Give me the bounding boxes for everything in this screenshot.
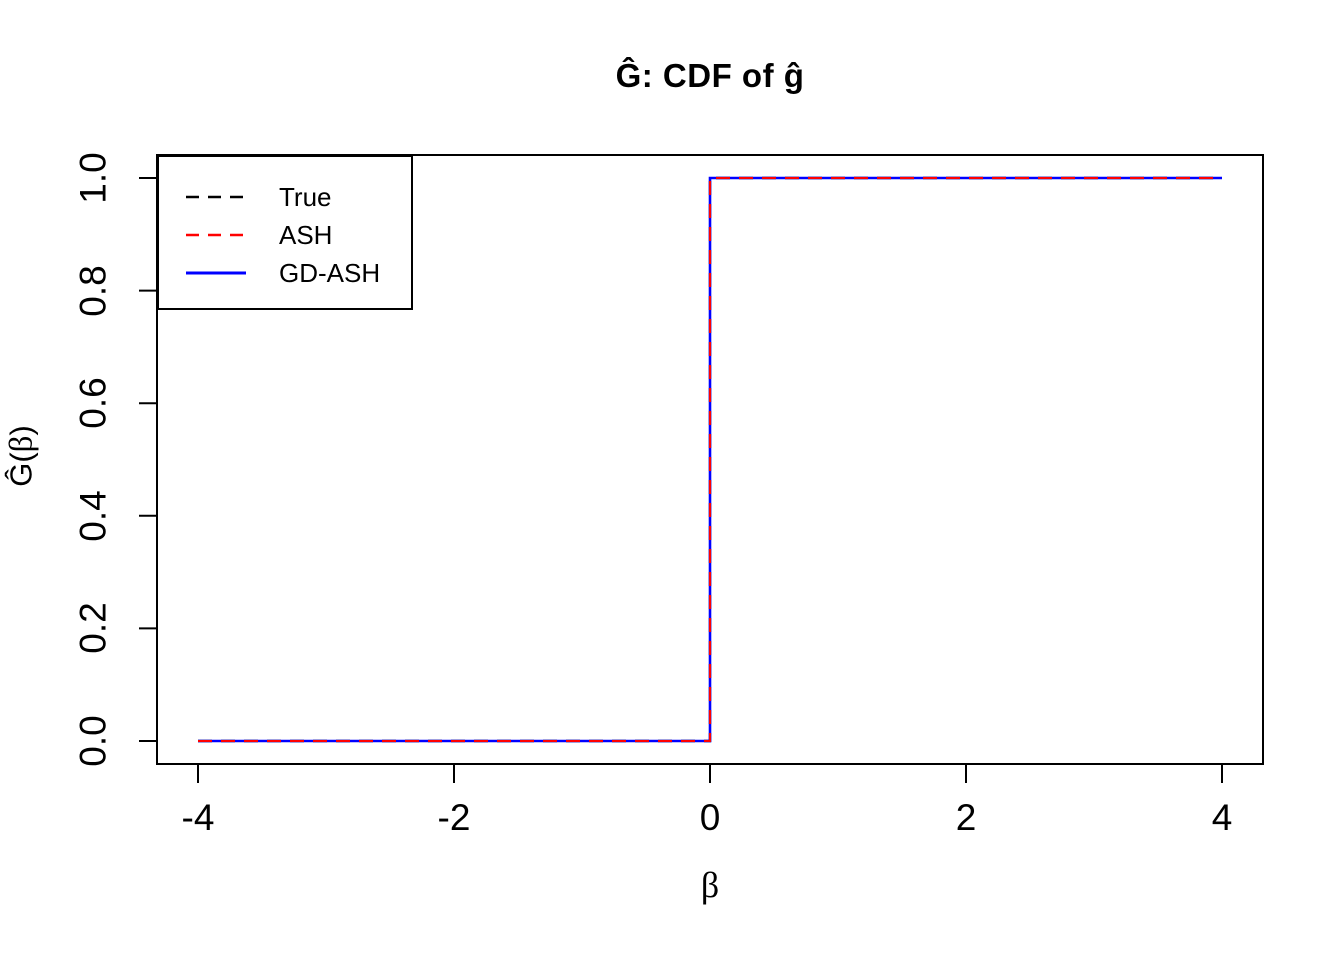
legend-item-gd-ash: GD-ASH [159,254,411,292]
plot-frame [156,154,1264,765]
legend-label-gd-ash: GD-ASH [279,258,381,288]
x-tick-label: 0 [699,797,721,838]
x-tick-label: -2 [437,797,471,838]
x-tick-label: 4 [1211,797,1233,838]
y-tick-label: 0.2 [72,602,114,655]
y-axis-label: Ĝ(β) [4,425,41,487]
y-axis-label-prefix: Ĝ( [3,452,39,487]
legend-line-sample-gd-ash [186,271,246,275]
legend-item-true: True [159,178,411,216]
y-axis-label-suffix: ) [3,425,39,436]
legend-line-sample-true [186,195,246,199]
legend-line-sample-ash [186,233,246,237]
legend-label-ash: ASH [279,220,333,250]
x-tick-label: 2 [955,797,977,838]
plot-title: Ĝ: CDF of ĝ [615,57,805,94]
y-tick-label: 0.0 [72,715,114,767]
y-tick-label: 0.8 [72,264,114,317]
x-tick-label: -4 [181,797,215,838]
series-line-ash [198,177,1222,742]
legend-label-true: True [279,182,332,212]
legend-item-ash: ASH [159,216,411,254]
legend: True ASH GD-ASH [157,155,413,310]
y-tick-label: 1.0 [72,152,114,204]
y-tick-label: 0.6 [72,377,114,429]
y-axis-label-beta: β [3,435,40,453]
x-axis-label: β [700,865,720,905]
y-tick-label: 0.4 [72,490,114,542]
